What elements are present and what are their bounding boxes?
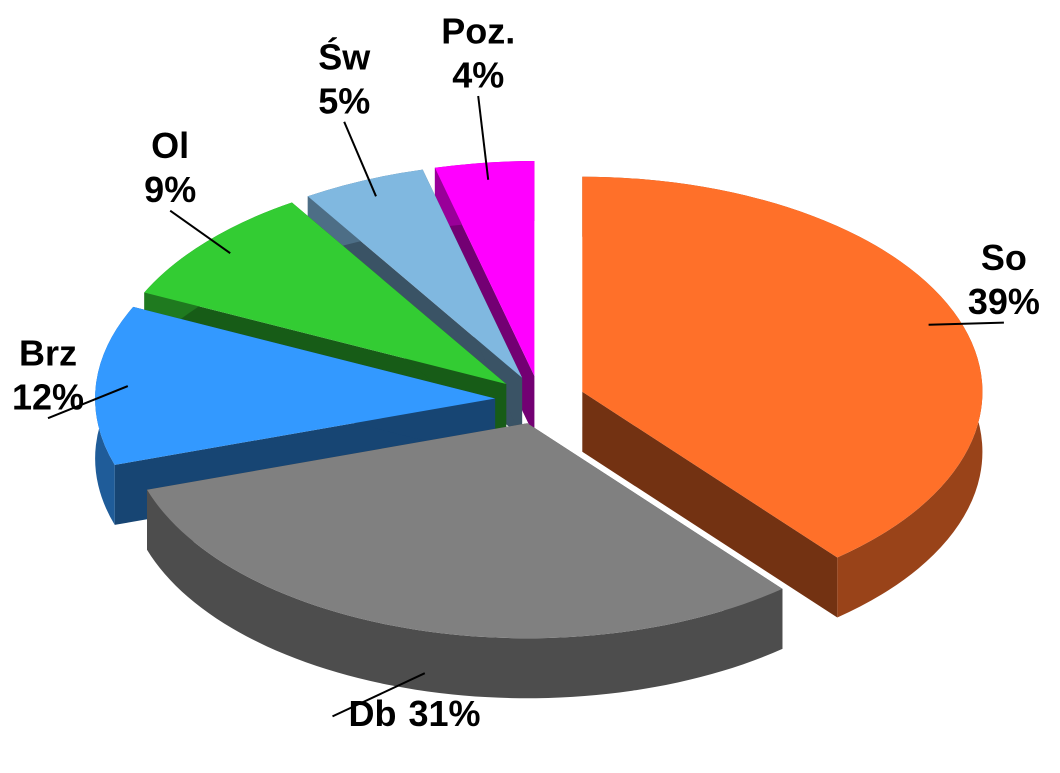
- slice-wall: [147, 489, 783, 699]
- slice: [582, 176, 983, 558]
- data-label-category: Poz.: [441, 11, 515, 52]
- data-label: 12%: [12, 377, 84, 418]
- leader-line: [169, 209, 231, 255]
- slice: [434, 161, 535, 376]
- leader-line: [928, 321, 1004, 326]
- leader-line: [47, 385, 129, 420]
- leader-line: [343, 121, 377, 197]
- slice-side: [582, 391, 838, 618]
- data-label-category: Db: [348, 693, 396, 734]
- data-label: 5%: [318, 80, 370, 121]
- data-label: 31%: [408, 693, 480, 734]
- data-label-category: Św: [318, 35, 371, 77]
- data-label: 4%: [452, 55, 504, 96]
- data-label-category: Ol: [151, 125, 189, 166]
- data-label-category: Brz: [19, 333, 77, 374]
- data-label: 9%: [144, 169, 196, 210]
- slice: [144, 202, 507, 384]
- slice: [307, 169, 523, 378]
- data-label-category: So: [981, 237, 1027, 278]
- slice: [95, 306, 496, 465]
- slice: [147, 423, 783, 639]
- data-label: 39%: [968, 281, 1040, 322]
- leader-line: [477, 95, 490, 180]
- leader-line: [332, 672, 426, 718]
